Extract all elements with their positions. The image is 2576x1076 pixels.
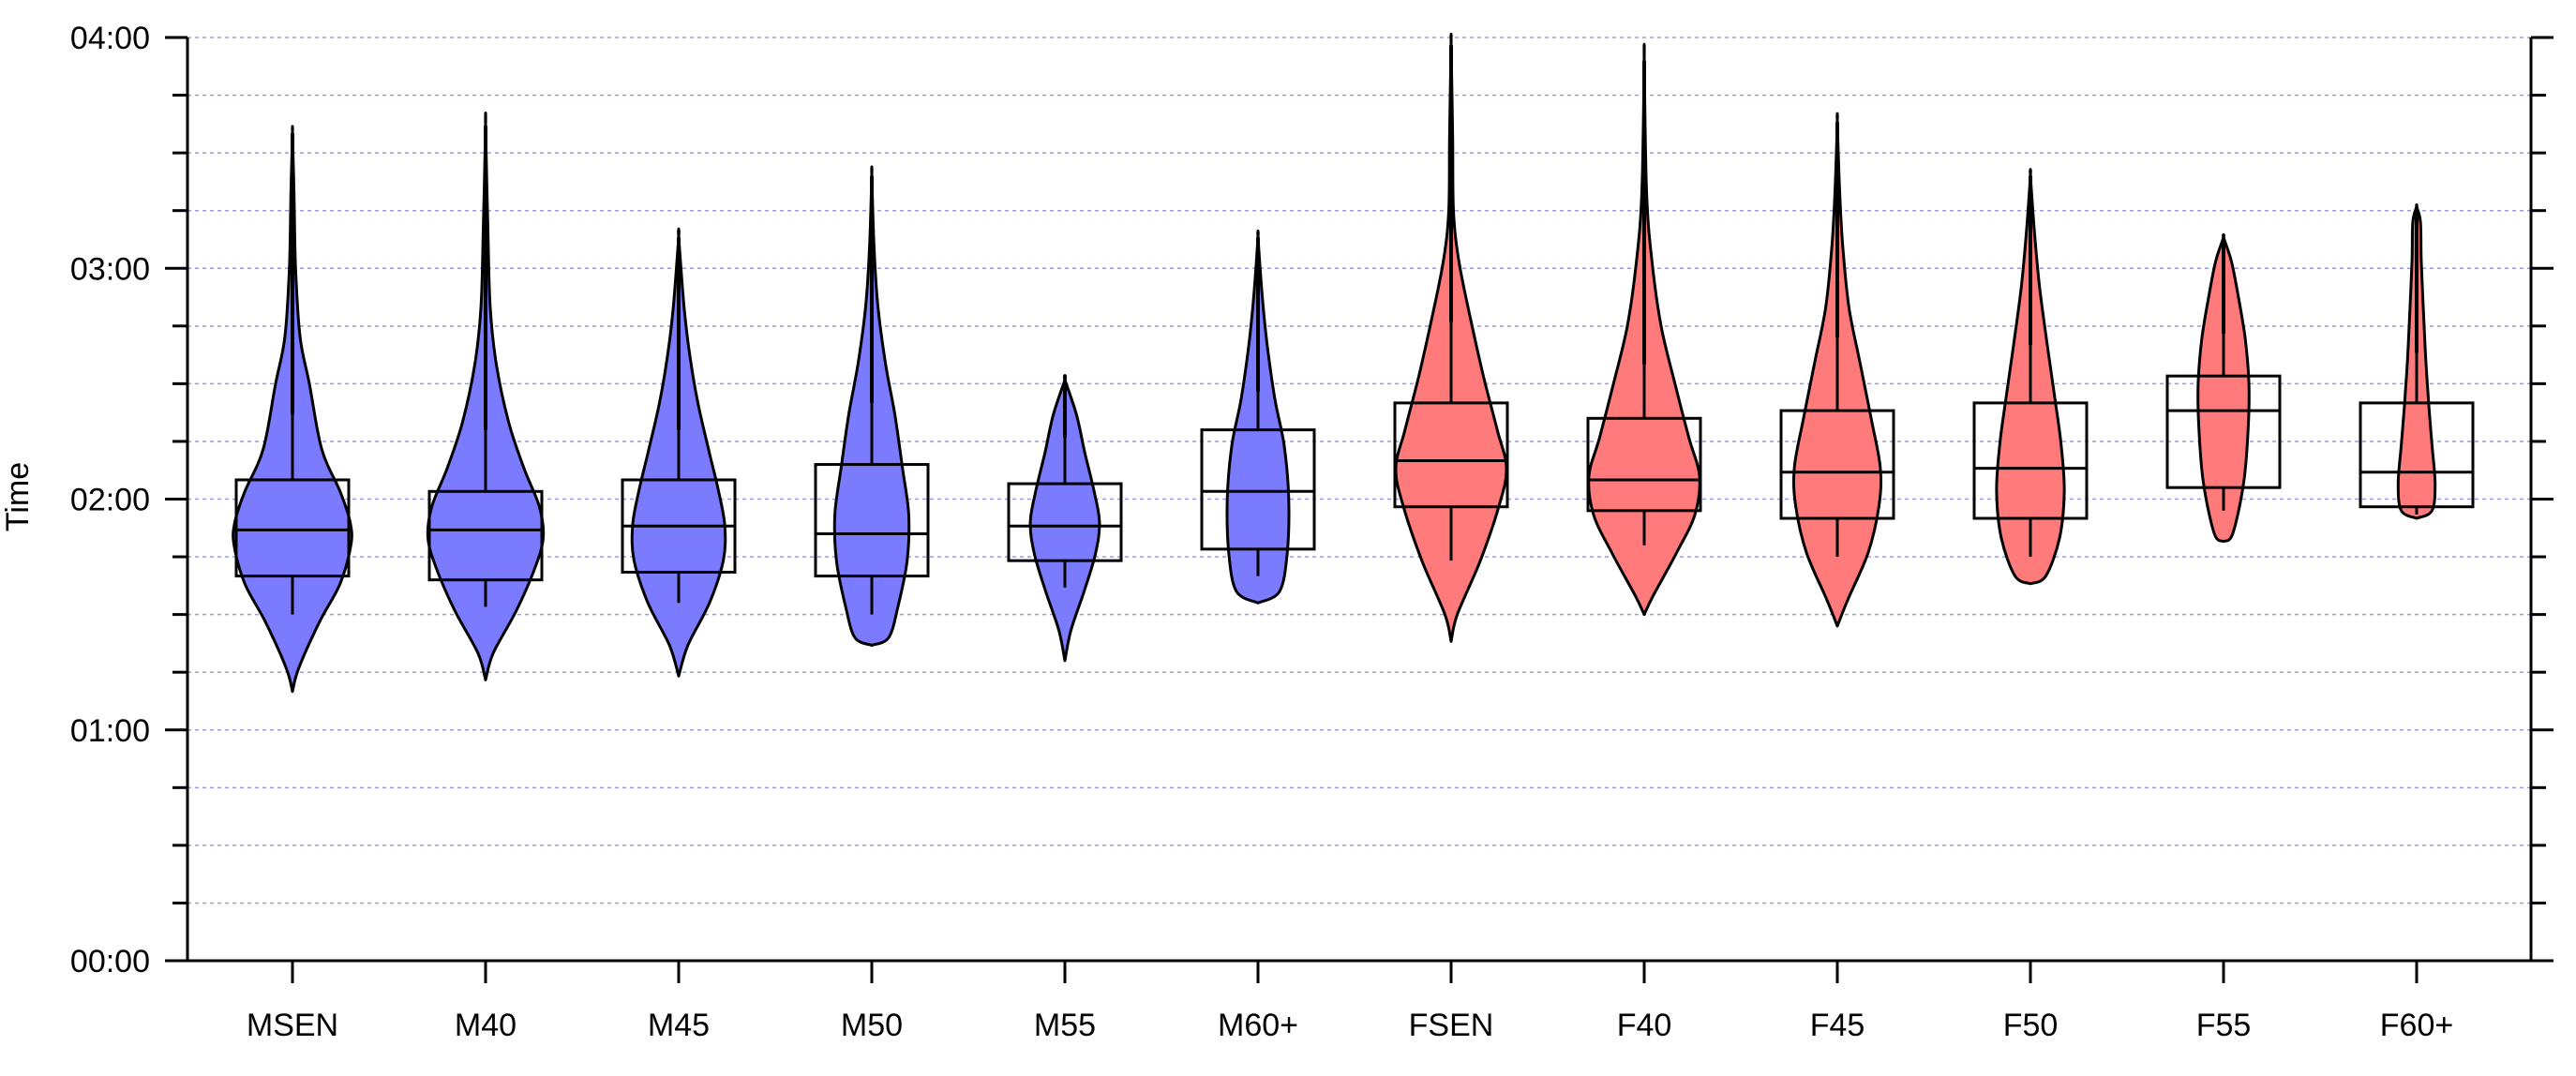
x-tick-label: F50 <box>2003 1008 2059 1043</box>
x-tick-label: FSEN <box>1409 1008 1494 1043</box>
axes: 00:00 01:00 02:00 03:00 04:00 MSEN M40 M45 M50 M5… <box>70 21 2554 1043</box>
x-tick-label: M45 <box>648 1008 710 1043</box>
grid-lines <box>187 37 2531 904</box>
violin-m55 <box>1028 374 1101 663</box>
y-tick-label: 03:00 <box>70 251 150 287</box>
y-tick-label: 02:00 <box>70 483 150 518</box>
violins <box>232 32 2437 694</box>
x-tick-label: MSEN <box>247 1008 338 1043</box>
x-tick-label: M50 <box>841 1008 903 1043</box>
y-tick-label: 04:00 <box>70 21 150 56</box>
x-tick-label: F45 <box>1810 1008 1865 1043</box>
x-tick-label: M55 <box>1034 1008 1096 1043</box>
y-tick-label: 00:00 <box>70 944 150 979</box>
y-axis-label: Time <box>0 462 36 531</box>
x-tick-label: M60+ <box>1218 1008 1298 1043</box>
y-tick-label: 01:00 <box>70 713 150 749</box>
x-tick-label: F60+ <box>2380 1008 2453 1043</box>
x-tick-label: F55 <box>2196 1008 2252 1043</box>
violin-f55 <box>2196 232 2251 544</box>
x-tick-label: F40 <box>1617 1008 1672 1043</box>
box-plots <box>234 45 2475 615</box>
x-tick-label: M40 <box>455 1008 517 1043</box>
